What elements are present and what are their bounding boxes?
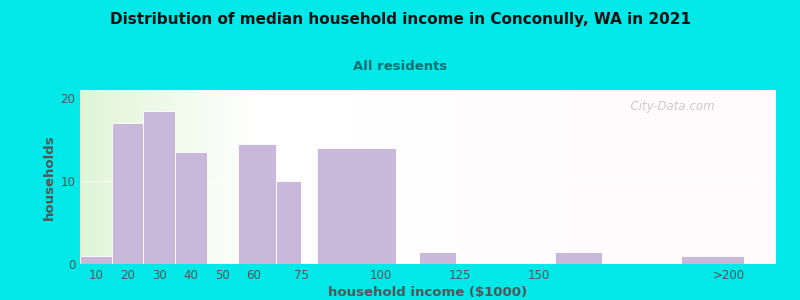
Text: Distribution of median household income in Conconully, WA in 2021: Distribution of median household income … [110, 12, 690, 27]
X-axis label: household income ($1000): household income ($1000) [329, 286, 527, 299]
Y-axis label: households: households [43, 134, 56, 220]
Bar [318, 148, 396, 264]
Bar [175, 152, 206, 264]
Bar [276, 181, 302, 264]
Bar [681, 256, 744, 264]
Text: All residents: All residents [353, 60, 447, 73]
Text: City-Data.com: City-Data.com [623, 100, 714, 113]
Bar [143, 111, 175, 264]
Bar [112, 123, 143, 264]
Bar [80, 256, 112, 264]
Bar [418, 252, 457, 264]
Bar [554, 252, 602, 264]
Bar [238, 144, 276, 264]
